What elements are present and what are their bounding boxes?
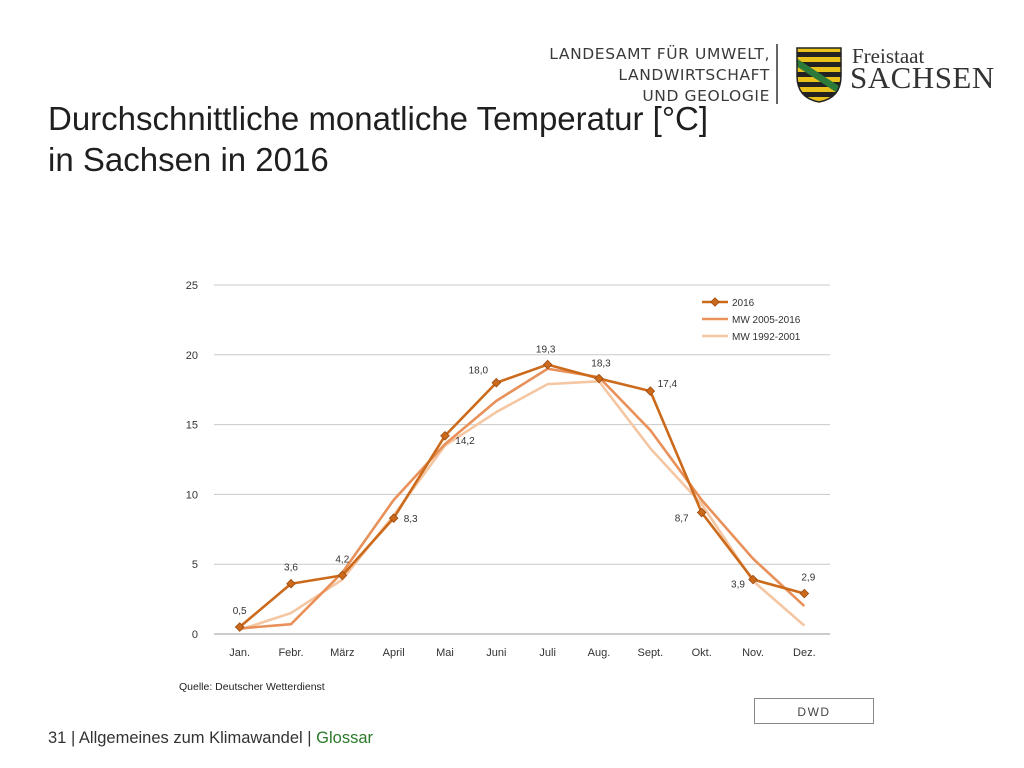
data-label: 3,6 [284,563,298,574]
y-tick-label: 20 [186,350,198,362]
legend-marker [710,297,720,307]
org-line-3: UND GEOLOGIE [642,87,770,105]
data-label: 18,3 [591,359,611,370]
org-line-2: LANDWIRTSCHAFT [618,66,770,84]
data-label: 14,2 [455,436,475,447]
header-divider [776,44,778,104]
data-point [748,574,758,585]
data-point [696,507,707,518]
state-name-small: Freistaat [852,44,925,68]
y-tick-label: 5 [192,559,198,571]
data-label: 2,9 [801,573,815,584]
data-point [491,377,502,388]
y-tick-label: 10 [186,489,198,501]
legend-label: 2016 [732,298,755,309]
data-label: 18,0 [469,366,489,377]
page-number: 31 [48,729,67,747]
data-point [337,570,348,581]
x-tick-label: Okt. [692,647,712,659]
x-tick-label: Jan. [229,647,250,659]
data-label: 4,2 [335,554,349,565]
x-tick-label: Dez. [793,647,816,659]
glossary-link[interactable]: Glossar [316,729,373,747]
data-point [440,430,450,441]
series-line [239,380,806,632]
saxony-crest-icon [796,47,842,103]
x-tick-label: März [330,647,354,659]
data-point [542,359,553,370]
data-label: 8,7 [675,514,689,525]
data-point [234,622,245,632]
series-line [238,363,805,629]
x-tick-label: Juni [486,647,506,659]
y-tick-label: 0 [192,629,198,641]
org-name: LANDESAMT FÜR UMWELT, LANDWIRTSCHAFT UND… [549,44,770,107]
x-tick-label: Juli [539,647,556,659]
footer-section: Allgemeines zum Klimawandel [78,729,303,747]
data-label: 0,5 [233,606,247,617]
page-title: Durchschnittliche monatliche Temperatur … [48,98,708,180]
x-tick-label: Aug. [588,647,611,659]
data-point [388,513,399,523]
data-label: 3,9 [731,580,745,591]
legend-label: MW 2005-2016 [732,315,801,326]
series-line [239,367,806,630]
org-line-1: LANDESAMT FÜR UMWELT, [549,45,770,63]
data-label: 17,4 [658,379,678,390]
x-tick-label: Nov. [742,647,764,659]
x-tick-label: Mai [436,647,454,659]
data-point [286,578,296,589]
y-tick-label: 25 [186,280,198,292]
data-point [645,386,656,396]
footer: 31 | Allgemeines zum Klimawandel | Gloss… [48,729,373,748]
state-name-large: SACHSEN [850,60,995,95]
x-tick-label: Febr. [278,647,303,659]
data-point [594,373,604,384]
title-line-2: in Sachsen in 2016 [48,141,329,178]
data-label: 8,3 [404,514,418,525]
source-note: Quelle: Deutscher Wetterdienst [179,681,325,693]
footer-separator: | [66,729,79,747]
y-tick-label: 15 [186,420,198,432]
x-tick-label: Sept. [637,647,663,659]
data-label: 19,3 [536,345,556,356]
title-line-1: Durchschnittliche monatliche Temperatur … [48,100,709,137]
dwd-badge: DWD [754,698,874,724]
footer-separator: | [302,729,317,747]
legend-label: MW 1992-2001 [732,332,801,343]
data-point [799,588,810,599]
x-tick-label: April [383,647,405,659]
